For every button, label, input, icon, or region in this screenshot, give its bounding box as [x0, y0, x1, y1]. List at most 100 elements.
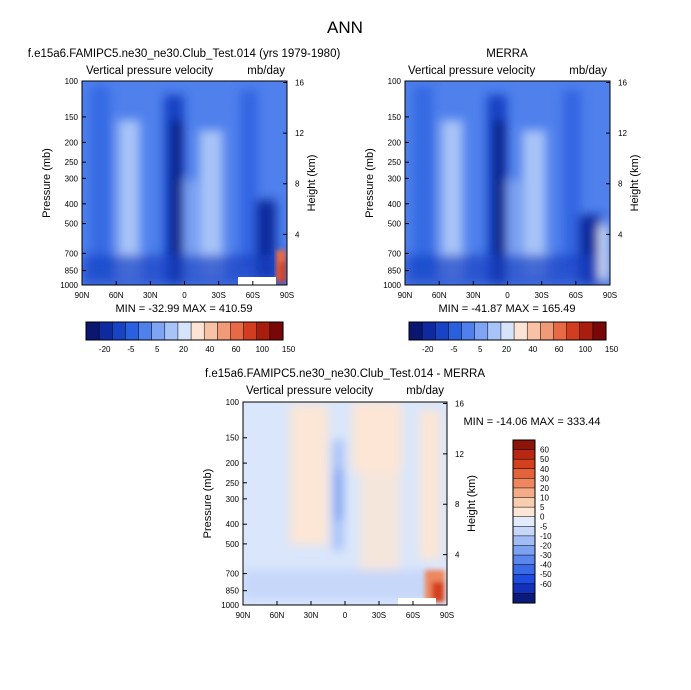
page-title: ANN [327, 18, 363, 37]
field-band-equator-core [172, 120, 181, 285]
y-tick-label: 100 [226, 398, 240, 407]
x-tick-label: 30N [304, 611, 319, 620]
colorbar-swatch [592, 321, 607, 341]
field-band-polar-light [599, 225, 608, 280]
y-right-tick-label: 16 [618, 78, 627, 87]
y-right-axis-label: Height (km) [466, 475, 478, 532]
colorbar-swatch [512, 497, 536, 508]
colorbar-swatch [164, 321, 179, 341]
colorbar-label: 40 [540, 465, 549, 474]
colorbar-swatch [512, 487, 536, 499]
colorbar-label: 150 [282, 345, 296, 354]
y-right-tick-label: 4 [295, 230, 300, 239]
x-tick-label: 60N [109, 291, 124, 300]
panel-merra-field [405, 81, 610, 285]
field-band-35n [118, 120, 140, 280]
panel-merra: MERRA Vertical pressure velocity mb/day … [364, 48, 641, 354]
colorbar-label: 0 [540, 513, 545, 522]
field-band-60n [413, 86, 433, 276]
colorbar-swatch [217, 321, 232, 341]
colorbar-swatch [526, 321, 541, 341]
colorbar-swatch [512, 593, 536, 604]
colorbar-swatch [112, 321, 126, 341]
x-tick-label: 90S [603, 291, 617, 300]
colorbar-label: 100 [256, 345, 270, 354]
colorbar-label: -20 [540, 541, 552, 550]
y-tick-label: 500 [65, 220, 79, 229]
colorbar-frame [408, 321, 607, 341]
y-axis-label: Pressure (mb) [202, 469, 214, 539]
colorbar-label: 20 [540, 484, 549, 493]
panel-diff-subtitle-right: mb/day [406, 385, 444, 397]
colorbar-swatch [512, 439, 536, 451]
x-tick-label: 60N [432, 291, 447, 300]
x-tick-label: 30S [372, 611, 386, 620]
colorbar-label: -5 [450, 345, 458, 354]
panel-model-colorbar: -20 -5 5 20 40 60 100 150 [85, 321, 296, 354]
field-band-35n [441, 120, 463, 280]
y-tick-label: 100 [388, 77, 402, 86]
panel-merra-title: MERRA [486, 48, 528, 60]
field-band-low-levels [405, 255, 610, 285]
y-right-tick-label: 8 [618, 180, 623, 189]
colorbar-swatch [540, 321, 555, 341]
colorbar-swatch [566, 321, 581, 341]
colorbar-label: 60 [555, 345, 564, 354]
colorbar-swatch [151, 321, 166, 341]
colorbar-swatch [512, 526, 536, 537]
x-tick-label: 90N [236, 611, 251, 620]
field-band-polar-pos [420, 410, 440, 560]
colorbar-label: -5 [127, 345, 135, 354]
field-band-south-pos-2 [360, 470, 400, 570]
colorbar-label: -10 [540, 532, 552, 541]
field-band-50s [563, 90, 581, 270]
y-tick-label: 1000 [383, 281, 401, 290]
colorbar-label: 50 [540, 455, 549, 464]
y-tick-label: 150 [388, 113, 402, 122]
panel-model-subtitle-right: mb/day [247, 65, 285, 77]
field-missing-surface [238, 277, 276, 285]
colorbar-label: 60 [232, 345, 241, 354]
y-right-tick-label: 12 [295, 129, 304, 138]
field-band-25s [522, 130, 546, 278]
colorbar-swatch [435, 321, 449, 341]
colorbar-swatch [512, 468, 536, 479]
panel-merra-subtitle-right: mb/day [569, 65, 607, 77]
colorbar-swatch [512, 516, 536, 527]
panel-model-field [82, 81, 287, 285]
y-tick-label: 300 [226, 495, 240, 504]
colorbar-label: 150 [605, 345, 619, 354]
colorbar-swatch [553, 321, 568, 341]
colorbar-label: -5 [540, 522, 548, 531]
colorbar-swatch [461, 321, 476, 341]
x-tick-label: 60S [246, 291, 260, 300]
colorbar-swatch [512, 573, 536, 585]
panel-model-title: f.e15a6.FAMIPC5.ne30_ne30.Club_Test.014 … [28, 48, 341, 60]
colorbar-swatch [448, 321, 463, 341]
field-band-equator-core [336, 470, 341, 520]
x-tick-label: 90N [75, 291, 90, 300]
y-tick-label: 150 [65, 113, 79, 122]
field-missing-surface [398, 598, 436, 605]
field-band-south-pos [352, 402, 402, 472]
y-right-axis-label: Height (km) [306, 155, 318, 212]
colorbar-swatch [177, 321, 192, 341]
colorbar-label: -60 [540, 580, 552, 589]
colorbar-swatch [579, 321, 594, 341]
y-right-tick-label: 4 [455, 551, 460, 560]
panel-diff-stats: MIN = -14.06 MAX = 333.44 [464, 416, 601, 428]
colorbar-swatch [512, 554, 536, 566]
x-tick-label: 0 [343, 611, 348, 620]
x-tick-label: 30S [535, 291, 549, 300]
panel-difference: f.e15a6.FAMIPC5.ne30_ne30.Club_Test.014 … [202, 368, 600, 620]
colorbar-label: 20 [502, 345, 511, 354]
colorbar-label: 30 [540, 474, 549, 483]
colorbar-label: 5 [155, 345, 160, 354]
colorbar-swatch [269, 321, 284, 341]
colorbar-swatch [230, 321, 245, 341]
y-tick-label: 850 [65, 267, 79, 276]
